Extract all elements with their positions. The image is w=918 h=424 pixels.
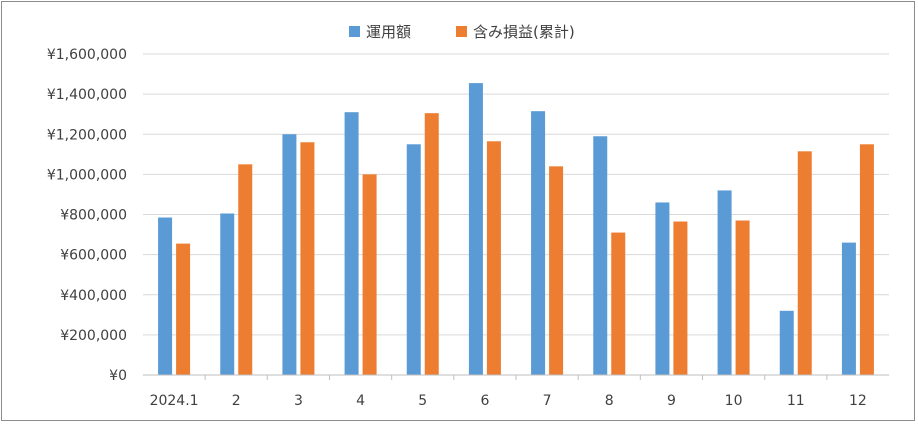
x-tick-label: 2	[232, 393, 241, 409]
bar	[220, 213, 235, 375]
y-tick-label: ¥1,200,000	[47, 127, 127, 143]
bar	[611, 232, 626, 375]
y-tick-label: ¥0	[109, 368, 127, 384]
x-tick-label: 11	[787, 393, 805, 409]
bar	[717, 190, 732, 375]
gridlines	[143, 53, 889, 336]
bar	[673, 221, 688, 375]
x-tick-label: 12	[849, 393, 867, 409]
x-tick-label: 2024.1	[150, 393, 199, 409]
y-tick-label: ¥1,400,000	[47, 87, 127, 103]
x-tick-label: 3	[294, 393, 303, 409]
x-tick-label: 7	[543, 393, 552, 409]
bar	[300, 142, 315, 375]
x-tick-label: 8	[605, 393, 614, 409]
bar	[424, 113, 439, 375]
bar	[593, 136, 608, 375]
legend-swatch-含み損益	[456, 26, 467, 37]
y-tick-label: ¥1,600,000	[47, 47, 127, 63]
y-tick-label: ¥400,000	[60, 288, 127, 304]
x-tick-label: 9	[667, 393, 676, 409]
bars	[158, 83, 874, 376]
bar	[549, 166, 564, 375]
legend-label-含み損益: 含み損益(累計)	[473, 23, 575, 41]
bar	[531, 111, 546, 375]
bar	[655, 202, 670, 375]
bar	[176, 243, 191, 375]
x-tick-label: 4	[356, 393, 365, 409]
legend-label-運用額: 運用額	[366, 23, 411, 41]
x-tick-label: 5	[418, 393, 427, 409]
bar	[238, 164, 253, 375]
y-tick-label: ¥800,000	[60, 208, 127, 224]
bar	[282, 134, 297, 375]
x-axis: 2024.1 2 3 4 5 6 7 8 9 10 11 12	[143, 374, 889, 409]
bar	[486, 141, 501, 375]
y-tick-label: ¥600,000	[60, 248, 127, 264]
y-tick-label: ¥1,000,000	[47, 167, 127, 183]
bar	[779, 310, 794, 375]
y-tick-label: ¥200,000	[60, 328, 127, 344]
x-tick-label: 10	[725, 393, 743, 409]
bar	[158, 217, 173, 375]
legend: 運用額 含み損益(累計)	[349, 23, 575, 41]
y-axis: ¥0 ¥200,000 ¥400,000 ¥600,000 ¥800,000 ¥1,000…	[47, 47, 127, 384]
bar	[797, 151, 812, 375]
bar	[468, 83, 483, 375]
bar	[344, 112, 359, 376]
bar	[362, 174, 377, 375]
x-tick-label: 6	[480, 393, 489, 409]
bar	[859, 144, 874, 375]
bar	[735, 220, 750, 375]
bar	[841, 242, 856, 375]
bar	[406, 144, 421, 375]
legend-swatch-運用額	[349, 26, 360, 37]
